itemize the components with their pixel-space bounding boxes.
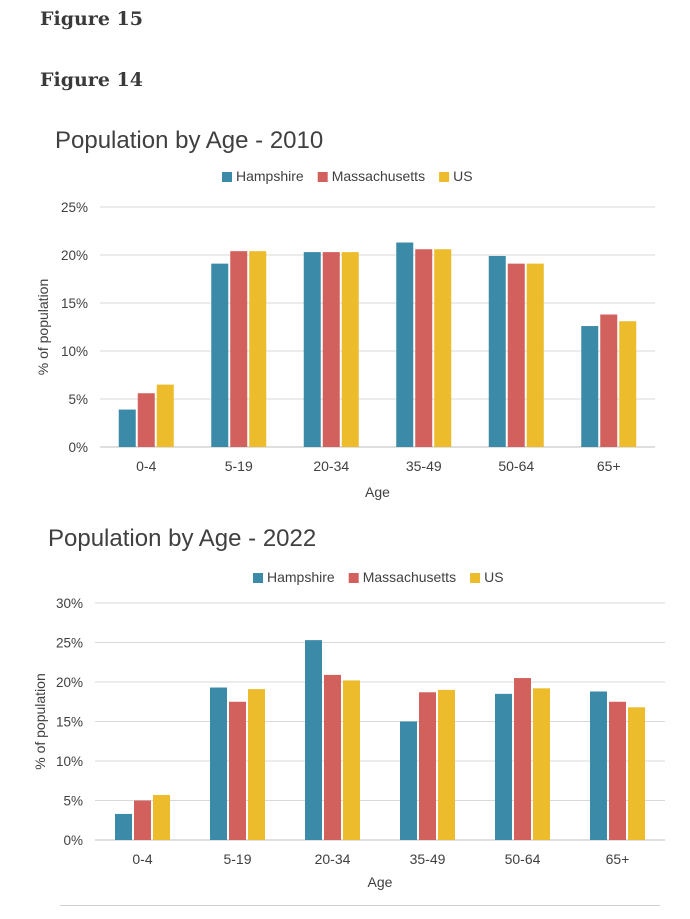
bar-us-50-64 — [526, 263, 544, 447]
bar-massachusetts-5-19 — [230, 251, 248, 447]
figure-15-heading: Figure 15 — [40, 8, 143, 30]
y-tick-label: 10% — [56, 754, 83, 769]
y-tick-label: 15% — [56, 715, 83, 730]
bar-us-35-49 — [434, 249, 452, 447]
bar-us-5-19 — [248, 689, 265, 840]
bar-us-0-4 — [153, 794, 170, 840]
x-tick-label: 50-64 — [505, 851, 541, 867]
legend-label-massachusetts: Massachusetts — [332, 168, 425, 184]
x-tick-label: 20-34 — [313, 458, 349, 474]
x-tick-label: 35-49 — [406, 458, 442, 474]
y-tick-label: 25% — [56, 636, 83, 651]
x-tick-label: 35-49 — [410, 851, 446, 867]
bar-hampshire-5-19 — [210, 687, 227, 840]
figure-14-heading: Figure 14 — [40, 69, 143, 91]
bar-massachusetts-50-64 — [507, 263, 525, 447]
y-tick-label: 5% — [68, 392, 88, 407]
population-by-age-2010-chart: Population by Age - 2010 Hampshire Massach… — [35, 127, 655, 500]
bar-hampshire-35-49 — [396, 242, 414, 447]
x-tick-label: 65+ — [606, 851, 630, 867]
x-tick-label: 20-34 — [315, 851, 351, 867]
population-by-age-2022-chart: Population by Age - 2022 Hampshire Massach… — [32, 525, 665, 890]
page-divider — [60, 905, 660, 906]
x-axis-label: Age — [368, 874, 393, 890]
x-tick-label: 65+ — [597, 458, 621, 474]
x-axis-label: Age — [365, 484, 390, 500]
bar-hampshire-65+ — [581, 326, 599, 447]
legend-label-us: US — [453, 168, 472, 184]
legend-label-us: US — [484, 569, 503, 585]
legend-label-hampshire: Hampshire — [267, 569, 335, 585]
bar-us-50-64 — [533, 688, 550, 840]
y-tick-label: 20% — [61, 248, 88, 263]
bar-hampshire-0-4 — [115, 813, 132, 840]
y-tick-label: 10% — [61, 344, 88, 359]
y-tick-label: 15% — [61, 296, 88, 311]
bar-massachusetts-35-49 — [419, 692, 436, 840]
bar-massachusetts-65+ — [609, 701, 626, 840]
bar-hampshire-50-64 — [495, 693, 512, 840]
bar-hampshire-0-4 — [118, 409, 136, 447]
x-tick-label: 5-19 — [223, 851, 251, 867]
bar-massachusetts-65+ — [600, 314, 618, 447]
bar-us-20-34 — [341, 252, 359, 447]
bar-massachusetts-35-49 — [415, 249, 433, 447]
x-tick-label: 50-64 — [498, 458, 534, 474]
bar-us-20-34 — [343, 680, 360, 840]
bar-us-5-19 — [249, 251, 267, 447]
bar-us-65+ — [619, 321, 637, 447]
y-tick-label: 0% — [63, 833, 83, 848]
bar-massachusetts-20-34 — [322, 252, 340, 447]
bar-massachusetts-5-19 — [229, 701, 246, 840]
bar-us-65+ — [628, 707, 645, 840]
bar-hampshire-20-34 — [305, 640, 322, 840]
bar-us-0-4 — [156, 384, 174, 447]
bar-massachusetts-0-4 — [137, 393, 155, 447]
y-tick-label: 30% — [56, 596, 83, 611]
legend-label-hampshire: Hampshire — [236, 168, 304, 184]
legend-swatch-us — [470, 573, 481, 583]
bar-hampshire-65+ — [590, 691, 607, 840]
y-axis-label: % of population — [32, 673, 48, 770]
bar-hampshire-50-64 — [488, 255, 506, 447]
legend-swatch-hampshire — [253, 573, 263, 583]
legend-swatch-hampshire — [222, 172, 232, 182]
legend-swatch-us — [439, 172, 450, 182]
bar-us-35-49 — [438, 689, 455, 840]
y-axis-label: % of population — [35, 279, 51, 376]
bar-hampshire-35-49 — [400, 721, 417, 840]
legend-swatch-massachusetts — [317, 172, 328, 182]
x-tick-label: 5-19 — [225, 458, 253, 474]
bar-massachusetts-50-64 — [514, 678, 531, 840]
bar-massachusetts-20-34 — [324, 674, 341, 840]
y-tick-label: 5% — [63, 794, 83, 809]
chart-title: Population by Age - 2022 — [48, 525, 316, 552]
legend-label-massachusetts: Massachusetts — [363, 569, 456, 585]
chart-title: Population by Age - 2010 — [55, 127, 323, 154]
x-tick-label: 0-4 — [132, 851, 152, 867]
x-tick-label: 0-4 — [136, 458, 156, 474]
bar-hampshire-5-19 — [211, 263, 229, 447]
y-tick-label: 25% — [61, 200, 88, 215]
bar-hampshire-20-34 — [303, 252, 321, 447]
y-tick-label: 0% — [68, 440, 88, 455]
bar-massachusetts-0-4 — [134, 800, 151, 840]
legend-swatch-massachusetts — [348, 573, 359, 583]
y-tick-label: 20% — [56, 675, 83, 690]
